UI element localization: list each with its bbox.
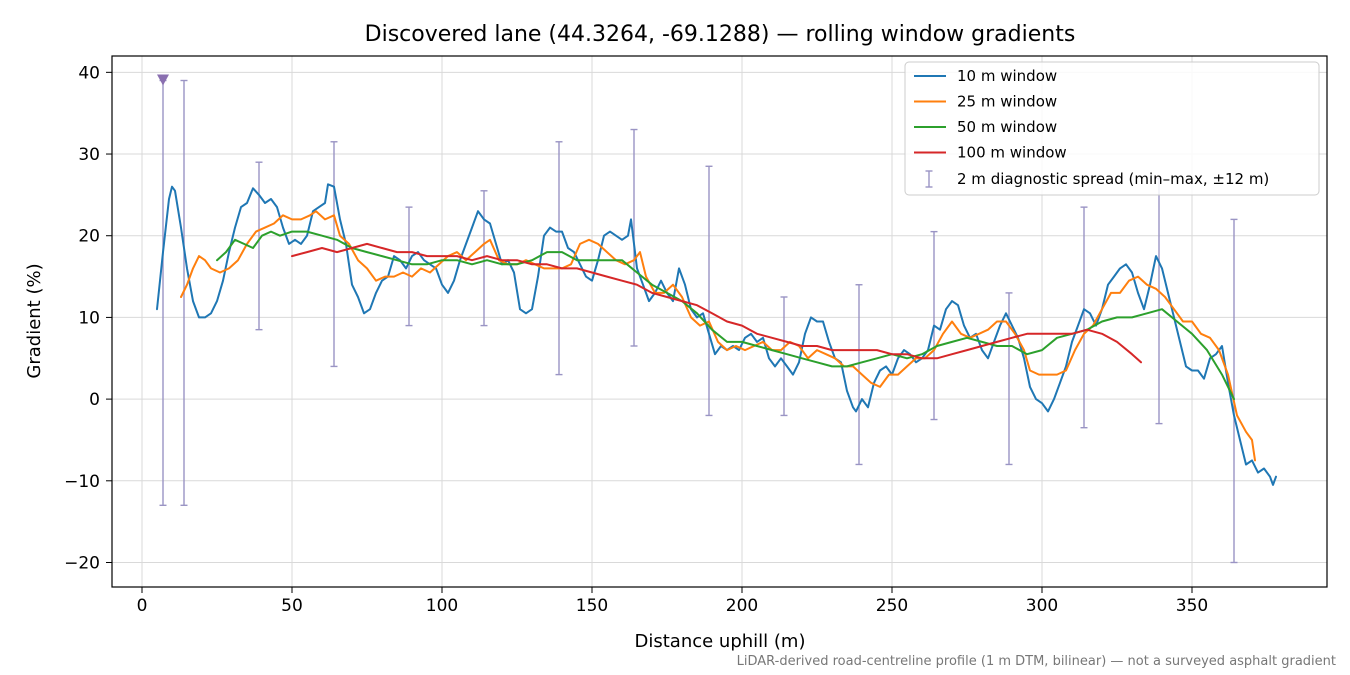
legend-box <box>904 61 1320 196</box>
x-tick-label: 300 <box>1026 596 1058 616</box>
diagnostic-error-bars <box>157 74 1238 564</box>
x-tick-label: 150 <box>576 596 608 616</box>
series-line <box>291 242 1142 364</box>
legend-label: 50 m window <box>957 118 1057 136</box>
y-tick-label: 0 <box>89 390 100 410</box>
axis-ticks: 0 50 100 150 200 250 300 350 −20 −10 0 10 20 30 40 <box>64 63 1208 616</box>
series-line <box>156 183 1277 486</box>
y-tick-label: −10 <box>64 472 100 492</box>
series-line <box>216 230 1235 401</box>
x-tick-label: 0 <box>137 596 148 616</box>
x-axis-label: Distance uphill (m) <box>635 631 806 652</box>
legend-label: 100 m window <box>957 144 1067 162</box>
series-lines <box>156 183 1277 486</box>
y-tick-label: 10 <box>78 308 100 328</box>
legend: 10 m window 25 m window 50 m window 100 m w… <box>904 61 1320 196</box>
y-tick-label: 40 <box>78 63 100 83</box>
series-line <box>180 210 1256 462</box>
y-tick-label: 30 <box>78 145 100 165</box>
legend-label: 2 m diagnostic spread (min–max, ±12 m) <box>957 170 1269 188</box>
x-tick-label: 350 <box>1176 596 1208 616</box>
clipped-max-marker <box>157 74 169 86</box>
y-tick-label: 20 <box>78 227 100 247</box>
x-tick-label: 200 <box>726 596 758 616</box>
y-tick-label: −20 <box>64 553 100 573</box>
x-tick-label: 100 <box>426 596 458 616</box>
chart-title: Discovered lane (44.3264, -69.1288) — ro… <box>365 22 1076 47</box>
y-axis-label: Gradient (%) <box>24 263 45 378</box>
legend-label: 25 m window <box>957 93 1057 111</box>
legend-label: 10 m window <box>957 67 1057 85</box>
x-tick-label: 250 <box>876 596 908 616</box>
footer-note: LiDAR-derived road-centreline profile (1… <box>737 654 1336 669</box>
x-tick-label: 50 <box>281 596 303 616</box>
plot-frame <box>111 55 1328 588</box>
